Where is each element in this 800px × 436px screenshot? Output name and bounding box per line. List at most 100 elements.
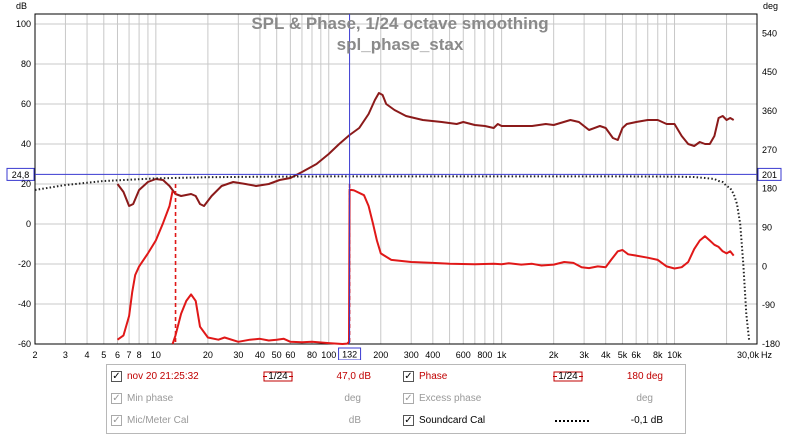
legend-row-phase: ✓ Phase 1/24 180 deg <box>403 369 683 385</box>
smoothing-text: 1/24 <box>268 371 288 382</box>
y-right-tick-label: 540 <box>762 28 777 38</box>
cursor-x-readout: 132 <box>338 347 362 360</box>
phase-smoothing-badge[interactable]: 1/24 <box>553 370 583 383</box>
min-phase-label: Min phase <box>127 393 174 404</box>
chart-labels: SPL & Phase, 1/24 octave smoothing spl_ph… <box>16 1 780 360</box>
x-tick-label: 40 <box>255 350 265 360</box>
mic-cal-checkbox[interactable]: ✓ <box>111 415 122 426</box>
y-left-tick-label: 0 <box>26 219 31 229</box>
cursor-y-readout-box <box>6 167 35 181</box>
min-phase-value: deg <box>344 393 361 404</box>
plot-frame <box>34 13 758 345</box>
x-tick-label: 5k <box>618 350 628 360</box>
chart-title: SPL & Phase, 1/24 octave smoothing <box>251 14 548 33</box>
excess-phase-checkbox[interactable]: ✓ <box>403 393 414 404</box>
cursor-x-readout-text: 132 <box>342 350 357 360</box>
soundcard-cal-line-sample <box>555 420 589 422</box>
spl-series-line <box>116 92 735 207</box>
x-axis-unit-label: Hz <box>761 350 772 360</box>
legend-row-measurement: ✓ nov 20 21:25:32 1/24 47,0 dB <box>111 369 391 385</box>
legend-row-excess-phase: ✓ Excess phase deg <box>403 391 683 407</box>
x-tick-label: 4k <box>601 350 611 360</box>
x-tick-label: 6 <box>115 350 120 360</box>
legend-row-min-phase: ✓ Min phase deg <box>111 391 391 407</box>
chart-series <box>34 92 751 345</box>
mic-cal-label: Mic/Meter Cal <box>127 415 189 426</box>
soundcard-cal-series-line <box>34 175 751 341</box>
right-axis-unit-label: deg <box>763 1 778 11</box>
excess-phase-label: Excess phase <box>419 393 482 404</box>
smoothing-badge[interactable]: 1/24 <box>263 370 293 383</box>
cursor-x-readout-box <box>338 347 362 360</box>
x-tick-label: 10k <box>667 350 682 360</box>
y-right-tick-label: -90 <box>762 300 775 310</box>
x-tick-label: 10 <box>151 350 161 360</box>
measurement-checkbox[interactable]: ✓ <box>111 371 122 382</box>
phase-label: Phase <box>419 371 448 382</box>
cursor-right-readout-text: 201 <box>762 170 777 180</box>
y-right-tick-label: -180 <box>762 339 780 349</box>
soundcard-cal-checkbox[interactable]: ✓ <box>403 415 414 426</box>
y-left-tick-label: 40 <box>21 139 31 149</box>
legend-row-soundcard-cal: ✓ Soundcard Cal -0,1 dB <box>403 413 683 429</box>
x-tick-label: 7 <box>127 350 132 360</box>
y-left-tick-label: 100 <box>16 19 31 29</box>
x-tick-label: 100 <box>321 350 336 360</box>
spl-phase-chart[interactable]: 24,8 201 132 SPL & Phase, 1/24 octave smoo… <box>0 0 800 360</box>
x-tick-label: 8 <box>137 350 142 360</box>
x-tick-label: 3k <box>579 350 589 360</box>
x-tick-label: 60 <box>285 350 295 360</box>
legend-row-mic-cal: ✓ Mic/Meter Cal dB <box>111 413 391 429</box>
y-right-tick-label: 270 <box>762 145 777 155</box>
x-tick-label: 1k <box>497 350 507 360</box>
x-tick-label: 80 <box>307 350 317 360</box>
phase-checkbox[interactable]: ✓ <box>403 371 414 382</box>
x-tick-label: 3 <box>63 350 68 360</box>
x-tick-label: 400 <box>425 350 440 360</box>
soundcard-cal-label: Soundcard Cal <box>419 415 486 426</box>
left-axis-unit-label: dB <box>16 1 27 11</box>
cursor-right-readout: 201 <box>757 167 782 181</box>
x-tick-label: 200 <box>373 350 388 360</box>
measurement-label: nov 20 21:25:32 <box>127 371 199 382</box>
x-tick-label: 5 <box>101 350 106 360</box>
chart-grid <box>34 13 758 345</box>
x-tick-label: 600 <box>456 350 471 360</box>
x-tick-label: 6k <box>631 350 641 360</box>
cursor-y-readout: 24,8 <box>6 167 35 181</box>
measurement-value: 47,0 dB <box>336 371 371 382</box>
y-right-tick-label: 180 <box>762 184 777 194</box>
y-left-tick-label: -60 <box>18 339 31 349</box>
mic-cal-value: dB <box>348 415 361 426</box>
x-tick-label: 300 <box>404 350 419 360</box>
y-right-tick-label: 360 <box>762 106 777 116</box>
phase-series-line <box>116 188 735 345</box>
y-right-tick-label: 0 <box>762 261 767 271</box>
chart-cursor[interactable]: 24,8 201 132 <box>6 14 782 360</box>
x-tick-label: 8k <box>653 350 663 360</box>
x-tick-label: 30 <box>233 350 243 360</box>
y-left-tick-label: 60 <box>21 99 31 109</box>
x-tick-label: 800 <box>477 350 492 360</box>
cursor-y-readout-text: 24,8 <box>12 170 30 180</box>
x-tick-label: 2k <box>549 350 559 360</box>
phase-smoothing-text: 1/24 <box>558 371 578 382</box>
x-tick-label: 20 <box>203 350 213 360</box>
y-right-tick-label: 450 <box>762 67 777 77</box>
phase-value: 180 deg <box>626 371 663 382</box>
y-left-tick-label: -20 <box>18 259 31 269</box>
min-phase-checkbox[interactable]: ✓ <box>111 393 122 404</box>
y-right-tick-label: 90 <box>762 223 772 233</box>
legend-panel: ✓ nov 20 21:25:32 1/24 47,0 dB ✓ Phase 1… <box>106 364 686 434</box>
cursor-right-readout-box <box>757 167 782 181</box>
x-tick-label: 2 <box>32 350 37 360</box>
y-left-tick-label: 20 <box>21 179 31 189</box>
excess-phase-value: deg <box>636 393 653 404</box>
y-left-tick-label: -40 <box>18 299 31 309</box>
x-tick-label: 50 <box>272 350 282 360</box>
x-tick-label: 30,0k <box>737 350 760 360</box>
y-left-tick-label: 80 <box>21 59 31 69</box>
soundcard-cal-value: -0,1 dB <box>630 415 663 426</box>
x-tick-label: 4 <box>85 350 90 360</box>
chart-subtitle: spl_phase_stax <box>337 35 464 54</box>
